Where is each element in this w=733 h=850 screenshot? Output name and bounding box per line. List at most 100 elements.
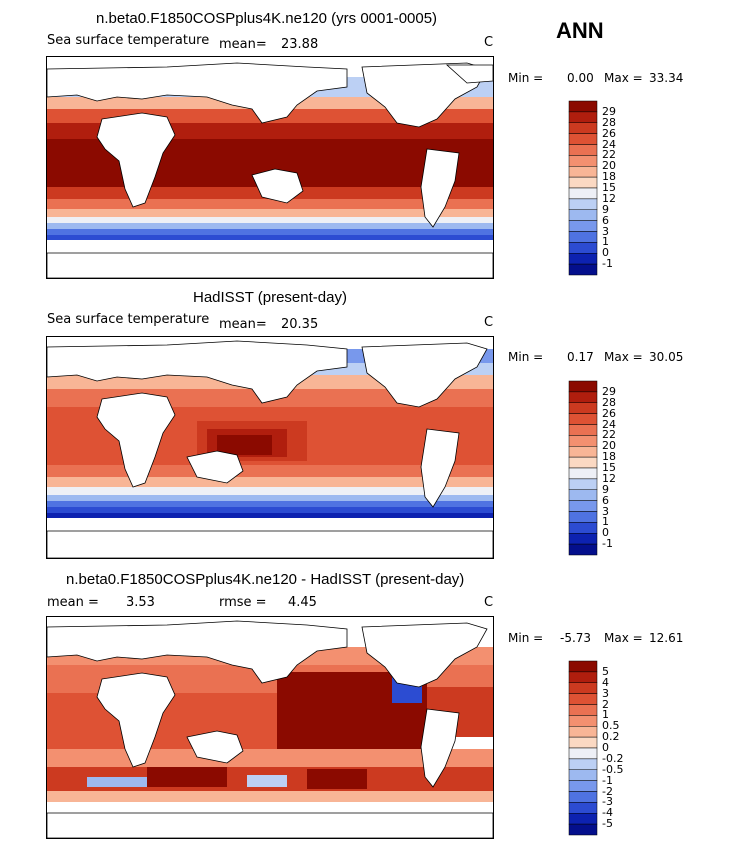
panel-3-colorbar [568, 660, 598, 836]
colorbar-swatch [568, 220, 598, 232]
colorbar-swatch [568, 242, 598, 254]
colorbar-tick-label: 29 [602, 384, 616, 398]
colorbar-tick-label: 12 [602, 471, 616, 485]
colorbar-swatch [568, 263, 598, 276]
colorbar-swatch [568, 747, 598, 760]
colorbar-swatch [568, 413, 598, 425]
colorbar-tick-label: 22 [602, 428, 616, 442]
colorbar-swatch [568, 769, 598, 781]
colorbar-swatch [568, 823, 598, 836]
colorbar-swatch [568, 736, 598, 749]
colorbar-swatch [568, 511, 598, 523]
colorbar-swatch [568, 726, 598, 738]
panel-3-min-label: Min = [508, 631, 544, 645]
colorbar-tick-label: 0 [602, 246, 609, 260]
colorbar-tick-label: 26 [602, 406, 616, 420]
colorbar-swatch [568, 522, 598, 534]
colorbar-tick-label: 28 [602, 115, 616, 129]
colorbar-tick-label: 5 [602, 664, 609, 678]
colorbar-swatch [568, 435, 598, 447]
colorbar-tick-label: 20 [602, 159, 616, 173]
colorbar-tick-label: 6 [602, 493, 609, 507]
colorbar-swatch [568, 253, 598, 265]
colorbar-swatch [568, 802, 598, 814]
colorbar-tick-label: -1 [602, 773, 613, 787]
colorbar-swatch [568, 715, 598, 727]
panel-3-map [46, 616, 494, 839]
colorbar-tick-label: 24 [602, 417, 616, 431]
colorbar-tick-label: 0 [602, 741, 609, 754]
panel-2-min-label: Min = [508, 350, 544, 364]
colorbar-swatch [568, 693, 598, 705]
panel-3-rmse-label: rmse = [219, 595, 267, 610]
colorbar-swatch [568, 166, 598, 178]
colorbar-tick-label: -1 [602, 537, 613, 551]
colorbar-swatch [568, 100, 598, 113]
colorbar-swatch [568, 176, 598, 189]
colorbar-swatch [568, 402, 598, 414]
colorbar-tick-label: -5 [602, 817, 613, 831]
colorbar-swatch [568, 791, 598, 803]
colorbar-tick-label: 26 [602, 126, 616, 140]
panel-1-min-value: 0.00 [567, 71, 594, 85]
colorbar-tick-label: 24 [602, 137, 616, 151]
panel-1-max-label: Max = [604, 71, 643, 85]
colorbar-tick-label: 18 [602, 170, 616, 184]
colorbar-tick-label: 22 [602, 148, 616, 162]
colorbar-swatch [568, 780, 598, 792]
colorbar-swatch [568, 198, 598, 210]
colorbar-tick-label: 2 [602, 697, 609, 711]
panel-2-variable: Sea surface temperature [47, 312, 210, 327]
colorbar-swatch [568, 682, 598, 694]
colorbar-swatch [568, 478, 598, 490]
colorbar-tick-label: -0.5 [602, 762, 624, 776]
panel-1-map [46, 56, 494, 279]
colorbar-tick-label: 4 [602, 675, 609, 689]
colorbar-swatch [568, 671, 598, 683]
season-label: ANN [556, 18, 604, 43]
panel-3-mean-label: mean = [47, 595, 99, 610]
panel-3-units: C [484, 595, 494, 610]
colorbar-swatch [568, 155, 598, 167]
colorbar-swatch [568, 533, 598, 545]
colorbar-tick-label: 1 [602, 708, 609, 722]
colorbar-tick-label: 29 [602, 104, 616, 118]
colorbar-tick-label: 15 [602, 461, 616, 474]
panel-3-max-value: 12.61 [649, 631, 684, 645]
panel-1-mean-label: mean= [219, 37, 267, 52]
colorbar-swatch [568, 424, 598, 436]
colorbar-tick-label: 9 [602, 202, 609, 216]
colorbar-swatch [568, 391, 598, 403]
panel-3-mean-value: 3.53 [126, 595, 155, 610]
colorbar-tick-label: 1 [602, 235, 609, 249]
colorbar-swatch [568, 467, 598, 480]
colorbar-tick-label: 6 [602, 213, 609, 227]
panel-1-variable: Sea surface temperature [47, 33, 210, 48]
colorbar-tick-label: 1 [602, 515, 609, 529]
colorbar-tick-label: 12 [602, 191, 616, 205]
colorbar-tick-label: 20 [602, 439, 616, 453]
colorbar-swatch [568, 489, 598, 501]
colorbar-tick-label: -2 [602, 784, 613, 798]
panel-3-max-label: Max = [604, 631, 643, 645]
panel-2-map [46, 336, 494, 559]
colorbar-swatch [568, 380, 598, 393]
colorbar-swatch [568, 500, 598, 512]
colorbar-tick-label: 28 [602, 395, 616, 409]
panel-1-max-value: 33.34 [649, 71, 684, 85]
panel-2-max-label: Max = [604, 350, 643, 364]
colorbar-tick-label: -1 [602, 257, 613, 271]
colorbar-tick-label: -0.2 [602, 751, 624, 765]
panel-1-min-label: Min = [508, 71, 544, 85]
panel-3-title: n.beta0.F1850COSPplus4K.ne120 - HadISST … [66, 571, 465, 588]
colorbar-tick-label: 3 [602, 504, 609, 518]
panel-1-units: C [484, 35, 494, 50]
colorbar-tick-label: 3 [602, 686, 609, 700]
colorbar-tick-label: 3 [602, 224, 609, 238]
colorbar-swatch [568, 209, 598, 221]
panel-3-rmse-value: 4.45 [288, 595, 317, 610]
colorbar-tick-label: -4 [602, 806, 613, 820]
colorbar-swatch [568, 122, 598, 134]
panel-1-mean-value: 23.88 [281, 37, 319, 52]
panel-2-colorbar [568, 380, 598, 556]
